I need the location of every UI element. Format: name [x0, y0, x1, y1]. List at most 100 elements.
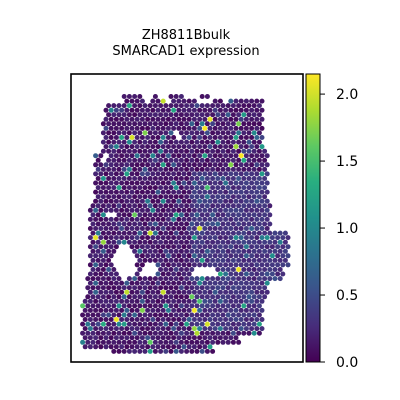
spot — [186, 135, 192, 140]
spot — [241, 285, 247, 291]
spot — [147, 203, 153, 209]
spot — [197, 207, 203, 213]
spot — [275, 235, 281, 241]
spot — [220, 176, 226, 181]
spot — [93, 162, 99, 168]
spot — [82, 344, 88, 350]
spot — [238, 244, 244, 250]
spot — [111, 239, 117, 245]
spot — [103, 235, 109, 241]
spot — [241, 166, 247, 172]
spot — [184, 276, 190, 282]
spot — [158, 139, 164, 145]
spot — [147, 248, 153, 254]
spot — [204, 121, 210, 127]
spot — [111, 157, 117, 163]
spot — [126, 339, 132, 345]
spot — [189, 103, 195, 109]
spot — [145, 189, 151, 195]
spot — [163, 248, 169, 254]
spot — [111, 230, 117, 236]
spot — [152, 103, 158, 109]
spot — [93, 171, 99, 177]
spot — [111, 221, 117, 227]
spot — [217, 216, 223, 222]
spot — [119, 162, 125, 168]
spot — [230, 203, 236, 209]
spot — [215, 176, 221, 181]
spot — [100, 330, 106, 336]
spot — [228, 162, 234, 168]
spot — [163, 339, 169, 345]
spot — [134, 307, 140, 313]
spot — [233, 198, 239, 204]
spot — [228, 262, 234, 268]
chart-title-line-1: ZH8811Bbulk — [142, 28, 231, 43]
spot — [142, 221, 148, 227]
spot — [87, 280, 93, 286]
spot — [80, 303, 86, 309]
spot — [233, 244, 239, 250]
spot — [254, 262, 260, 268]
spot — [251, 139, 257, 145]
spot — [87, 235, 93, 241]
spot — [163, 294, 169, 300]
spot — [243, 244, 249, 250]
spot — [233, 253, 239, 259]
spot — [220, 148, 226, 154]
spot — [186, 125, 192, 131]
spot — [217, 125, 223, 131]
spot — [171, 253, 177, 259]
spot — [129, 326, 135, 332]
spot — [173, 267, 179, 272]
spot — [228, 153, 234, 159]
spot — [217, 317, 223, 322]
spot — [150, 153, 156, 159]
spot — [251, 112, 257, 118]
spot — [106, 221, 112, 227]
spot — [173, 139, 179, 145]
spot — [251, 312, 257, 318]
spot — [165, 216, 171, 222]
spot — [202, 298, 208, 304]
spot — [228, 171, 234, 177]
spot — [90, 276, 96, 282]
spot — [191, 244, 197, 250]
spot — [254, 226, 260, 231]
spot — [158, 157, 164, 163]
spot — [238, 207, 244, 213]
spot — [262, 212, 268, 218]
spot — [230, 276, 236, 282]
spot — [168, 130, 174, 136]
spot — [238, 317, 244, 322]
spot — [129, 135, 135, 140]
spot — [126, 185, 132, 191]
spot — [220, 276, 226, 282]
spot — [106, 330, 112, 336]
spot — [210, 121, 216, 127]
spot — [147, 321, 153, 327]
spot — [210, 166, 216, 172]
spot — [142, 330, 148, 336]
spot — [251, 230, 257, 236]
spot — [178, 212, 184, 218]
spot — [228, 226, 234, 231]
spot — [160, 289, 166, 295]
spot — [246, 312, 252, 318]
spot — [199, 312, 205, 318]
spot — [223, 189, 229, 195]
spot — [171, 326, 177, 332]
spot — [194, 221, 200, 227]
spot — [158, 312, 164, 318]
spot — [155, 307, 161, 313]
spot — [256, 294, 262, 300]
spot — [181, 344, 187, 350]
spot — [189, 348, 195, 354]
spot — [194, 139, 200, 145]
spot — [176, 171, 182, 177]
spot — [100, 248, 106, 254]
spot — [108, 317, 114, 322]
spot — [129, 171, 135, 177]
spot — [217, 289, 223, 295]
spot — [181, 171, 187, 177]
